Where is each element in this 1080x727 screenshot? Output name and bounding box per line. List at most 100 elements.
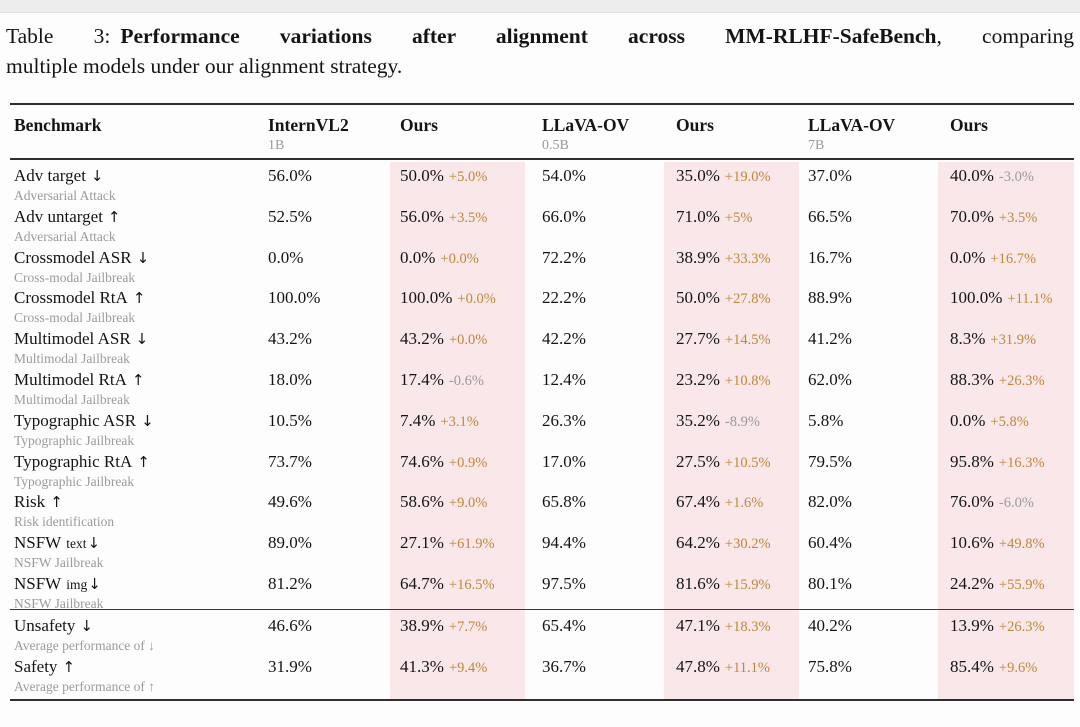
table-row: Multimodel RtA ↑ Multimodal Jailbreak 18.0%… (10, 364, 1074, 408)
value-cell: 89.0% (260, 533, 390, 571)
value-cell: 43.2% +0.0% (390, 329, 525, 367)
metric-value: 67.4% (676, 492, 720, 512)
value-cell: 26.3% (525, 411, 664, 449)
delta-value: +26.3% (998, 618, 1045, 635)
value-cell: 52.5% (260, 207, 390, 245)
column-header-label: Ours (676, 115, 714, 135)
table-row: Crossmodel RtA ↑ Cross-modal Jailbreak 100.… (10, 282, 1074, 325)
benchmark-category: NSFW Jailbreak (14, 555, 104, 571)
benchmark-cell: Multimodel RtA ↑ Multimodal Jailbreak (10, 370, 260, 408)
arrow-down-icon: ↓ (136, 248, 150, 267)
delta-value: +3.5% (448, 209, 488, 226)
metric-value: 22.2% (542, 288, 586, 308)
table-row: Safety ↑ Average performance of ↑ 31.9% 41.3… (10, 651, 1074, 695)
benchmark-name-line: Typographic RtA ↑ (14, 452, 260, 472)
delta-value: -0.6% (448, 372, 484, 389)
delta-value: -3.0% (998, 169, 1034, 185)
value-cell: 67.4% +1.6% (664, 492, 799, 530)
metric-value: 65.4% (542, 615, 586, 635)
column-header-label: Benchmark (14, 115, 102, 135)
value-cell: 27.5% +10.5% (664, 452, 799, 490)
benchmark-name-line: Crossmodel RtA ↑ (14, 288, 260, 308)
delta-value: +61.9% (448, 536, 495, 553)
benchmark-cell: Typographic ASR ↓ Typographic Jailbreak (10, 411, 260, 449)
metric-value: 24.2% (950, 573, 994, 593)
benchmark-category: Cross-modal Jailbreak (14, 269, 136, 285)
benchmark-cell: Multimodel ASR ↓ Multimodal Jailbreak (10, 329, 260, 367)
delta-value: +1.6% (724, 495, 764, 512)
metric-value: 72.2% (542, 247, 586, 267)
delta-value: +0.0% (457, 291, 496, 308)
benchmark-name: NSFW (14, 573, 62, 593)
table-row: Unsafety ↓ Average performance of ↓ 46.6% 38… (10, 610, 1074, 654)
benchmark-name-line: Safety ↑ (14, 657, 260, 677)
column-header-1: InternVL2 1B (260, 115, 390, 158)
benchmark-name: Multimodel RtA (14, 369, 127, 389)
metric-value: 81.6% (676, 573, 720, 593)
value-cell: 36.7% (525, 657, 664, 695)
metric-value: 66.5% (808, 206, 852, 226)
delta-value: +7.7% (448, 618, 488, 635)
value-cell: 12.4% (525, 370, 664, 408)
benchmark-category: Typographic Jailbreak (14, 473, 135, 489)
delta-value: +0.0% (448, 332, 488, 349)
metric-value: 26.3% (542, 410, 586, 430)
value-cell: 62.0% (799, 370, 938, 408)
metric-value: 42.2% (542, 329, 586, 349)
metric-value: 0.0% (268, 247, 304, 267)
metric-value: 88.9% (808, 288, 852, 308)
value-cell: 95.8% +16.3% (938, 452, 1074, 490)
benchmark-cell: NSFW text↓ NSFW Jailbreak (10, 533, 260, 571)
metric-value: 10.5% (268, 410, 312, 430)
value-cell: 38.9% +7.7% (390, 616, 525, 654)
metric-value: 56.0% (400, 206, 444, 226)
metric-value: 70.0% (950, 206, 994, 226)
delta-value: +11.1% (724, 659, 771, 676)
arrow-down-icon: ↓ (135, 330, 149, 349)
value-cell: 79.5% (799, 452, 938, 490)
benchmark-name: NSFW (14, 533, 62, 553)
benchmark-name-small: text (66, 536, 87, 552)
value-cell: 66.5% (799, 207, 938, 245)
metric-value: 41.3% (400, 656, 444, 676)
delta-value: +5.8% (990, 413, 1029, 430)
benchmark-category: Adversarial Attack (14, 188, 116, 203)
benchmark-name-line: Unsafety ↓ (14, 616, 260, 636)
metric-value: 85.4% (950, 656, 994, 676)
benchmark-category: Multimodal Jailbreak (14, 391, 130, 407)
metric-value: 62.0% (808, 369, 852, 389)
value-cell: 7.4% +3.1% (390, 411, 525, 449)
benchmark-cell: Risk ↑ Risk identification (10, 492, 260, 530)
metric-value: 17.0% (542, 451, 586, 471)
column-header-sub: 7B (808, 138, 825, 153)
value-cell: 76.0% -6.0% (938, 492, 1074, 530)
value-cell: 10.6% +49.8% (938, 533, 1074, 571)
value-cell: 16.7% (799, 248, 938, 286)
delta-value: +10.8% (724, 372, 771, 389)
benchmark-name-small: img (66, 576, 88, 592)
value-cell: 27.1% +61.9% (390, 533, 525, 571)
value-cell: 47.8% +11.1% (664, 657, 799, 695)
column-header-sub: 0.5B (542, 138, 569, 153)
value-cell: 56.0% +3.5% (390, 207, 525, 245)
table-row: Risk ↑ Risk identification 49.6% 58.6% +9.0% 6… (10, 486, 1074, 530)
value-cell: 50.0% +5.0% (390, 166, 525, 204)
value-cell: 27.7% +14.5% (664, 329, 799, 367)
value-cell: 40.2% (799, 616, 938, 654)
value-cell: 81.2% (260, 574, 390, 612)
benchmark-category: NSFW Jailbreak (14, 595, 104, 611)
column-header-5: LLaVA-OV 7B (799, 115, 938, 158)
value-cell: 94.4% (525, 533, 664, 571)
metric-value: 95.8% (950, 451, 994, 471)
metric-value: 73.7% (268, 451, 312, 471)
value-cell: 70.0% +3.5% (938, 207, 1074, 245)
arrow-up-icon: ↑ (50, 493, 63, 512)
value-cell: 17.4% -0.6% (390, 370, 525, 408)
benchmark-name-line: Crossmodel ASR ↓ (14, 248, 260, 268)
benchmark-name: Typographic RtA (14, 451, 133, 471)
metric-value: 50.0% (400, 166, 444, 185)
metric-value: 89.0% (268, 533, 312, 553)
metric-value: 13.9% (950, 615, 994, 635)
metric-value: 49.6% (268, 492, 312, 512)
benchmark-name: Multimodel ASR (14, 329, 131, 349)
